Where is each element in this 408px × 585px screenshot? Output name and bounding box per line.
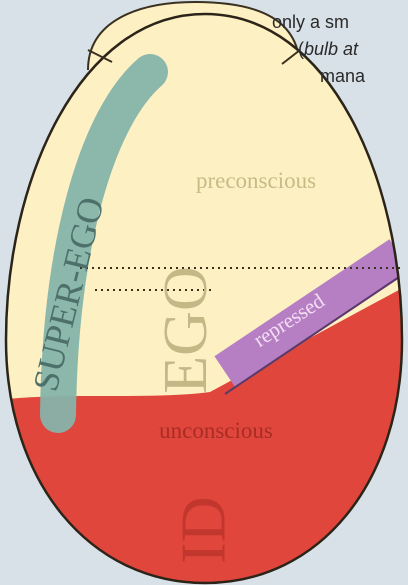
- superego-band: [40, 54, 168, 433]
- ego-label: EGO: [152, 266, 220, 393]
- id-label: ID: [168, 496, 239, 564]
- note-line: mana: [320, 66, 366, 86]
- preconscious-label: preconscious: [196, 168, 316, 193]
- unconscious-label: unconscious: [159, 418, 273, 443]
- egg-outline: [4, 12, 404, 585]
- note-text: bulb at: [304, 39, 359, 59]
- repressed-line: [224, 274, 402, 395]
- id-region: [6, 285, 402, 583]
- repressed-band: [214, 239, 402, 388]
- note-line: (bulb at: [298, 39, 359, 59]
- bulb-ticks: [87, 49, 301, 65]
- note-text: (: [298, 39, 304, 59]
- note-line: only a sm: [272, 12, 349, 32]
